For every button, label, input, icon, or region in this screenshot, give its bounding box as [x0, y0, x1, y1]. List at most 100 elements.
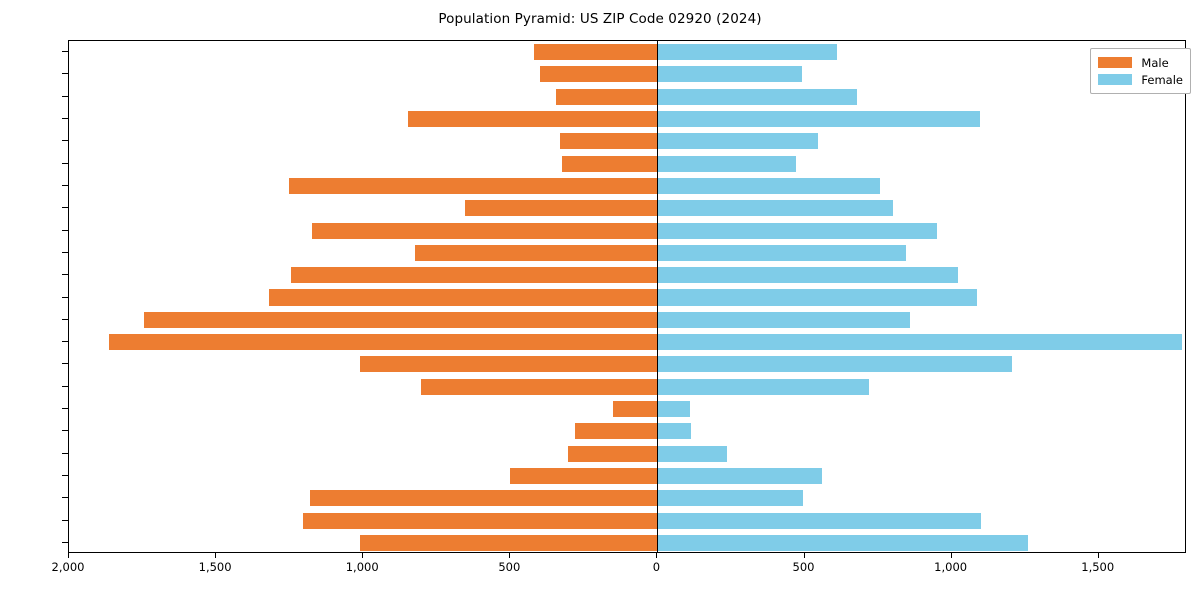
bar-female [657, 378, 870, 395]
bar-male [289, 177, 658, 194]
bar-row [69, 177, 1185, 194]
bar-male [534, 44, 658, 61]
bar-female [657, 445, 727, 462]
y-axis-tick-mark [62, 541, 68, 543]
y-axis-tick-mark [62, 118, 68, 120]
bar-female [657, 311, 911, 328]
bar-male [555, 88, 658, 105]
bar-female [657, 44, 837, 61]
bar-female [657, 423, 692, 440]
y-axis-tick-mark [62, 408, 68, 410]
bar-female [657, 155, 796, 172]
bar-male [310, 490, 658, 507]
bar-female [657, 356, 1012, 373]
bar-row [69, 512, 1185, 529]
bar-row [69, 44, 1185, 61]
x-axis-tick-label: 1,500 [198, 560, 232, 574]
bar-male [360, 356, 658, 373]
x-axis-tick-mark [215, 553, 217, 558]
x-axis-tick-mark [656, 553, 658, 558]
y-axis-tick-mark [62, 452, 68, 454]
bar-female [657, 200, 893, 217]
bar-row [69, 222, 1185, 239]
bar-row [69, 311, 1185, 328]
bar-row [69, 244, 1185, 261]
y-axis-tick-mark [62, 184, 68, 186]
y-axis-tick-mark [62, 519, 68, 521]
bars-layer [69, 41, 1185, 552]
bar-male [302, 512, 658, 529]
y-axis-tick-mark [62, 497, 68, 499]
x-axis-tick-label: 0 [652, 560, 661, 574]
y-axis-tick-mark [62, 296, 68, 298]
y-axis-tick-mark [62, 51, 68, 53]
bar-male [510, 467, 658, 484]
x-axis-tick-mark [68, 553, 69, 558]
y-axis-tick-mark [62, 95, 68, 97]
bar-row [69, 133, 1185, 150]
bar-male [567, 445, 658, 462]
bar-row [69, 267, 1185, 284]
legend-entry: Male [1098, 54, 1183, 71]
y-axis-tick-mark [62, 140, 68, 142]
bar-row [69, 445, 1185, 462]
y-axis-tick-mark [62, 207, 68, 209]
bar-female [657, 133, 818, 150]
bar-row [69, 334, 1185, 351]
bar-male [311, 222, 658, 239]
bar-row [69, 378, 1185, 395]
bar-female [657, 267, 958, 284]
bar-row [69, 155, 1185, 172]
zero-axis-line [657, 41, 659, 552]
bar-male [561, 155, 658, 172]
bar-female [657, 244, 906, 261]
y-axis-tick-mark [62, 318, 68, 320]
y-axis-tick-mark [62, 430, 68, 432]
y-axis-tick-mark [62, 363, 68, 365]
bar-female [657, 66, 802, 83]
bar-male [560, 133, 658, 150]
legend-label: Male [1141, 55, 1169, 70]
bar-female [657, 490, 804, 507]
bar-row [69, 111, 1185, 128]
legend-entry: Female [1098, 71, 1183, 88]
legend-swatch-female [1098, 74, 1133, 85]
bar-male [269, 289, 658, 306]
bar-row [69, 200, 1185, 217]
bar-male [613, 400, 658, 418]
y-axis-tick-mark [62, 229, 68, 231]
x-axis-tick-mark [362, 553, 364, 558]
x-axis-tick-mark [1097, 553, 1099, 558]
legend-label: Female [1141, 72, 1183, 87]
bar-male [108, 334, 658, 351]
bar-female [657, 222, 937, 239]
y-axis-tick-mark [62, 251, 68, 253]
bar-female [657, 400, 690, 418]
bar-female [657, 534, 1028, 551]
y-axis-tick-mark [62, 341, 68, 343]
bar-female [657, 512, 981, 529]
x-axis-tick-mark [950, 553, 952, 558]
bar-row [69, 423, 1185, 440]
y-axis-tick-mark [62, 274, 68, 276]
x-axis-tick-mark [803, 553, 805, 558]
bar-row [69, 467, 1185, 484]
x-axis-tick-mark [509, 553, 511, 558]
bar-row [69, 356, 1185, 373]
x-axis-tick-label: 1,500 [1081, 560, 1115, 574]
x-axis-tick-label: 2,000 [51, 560, 85, 574]
bar-row [69, 66, 1185, 83]
x-axis-tick-label: 1,000 [934, 560, 968, 574]
bar-male [464, 200, 658, 217]
bar-female [657, 289, 977, 306]
bar-row [69, 490, 1185, 507]
bar-male [575, 423, 658, 440]
bar-male [414, 244, 658, 261]
bar-female [657, 88, 858, 105]
bar-male [539, 66, 658, 83]
bar-male [144, 311, 658, 328]
bar-row [69, 400, 1185, 418]
x-axis-tick-label: 1,000 [345, 560, 379, 574]
bar-male [290, 267, 658, 284]
